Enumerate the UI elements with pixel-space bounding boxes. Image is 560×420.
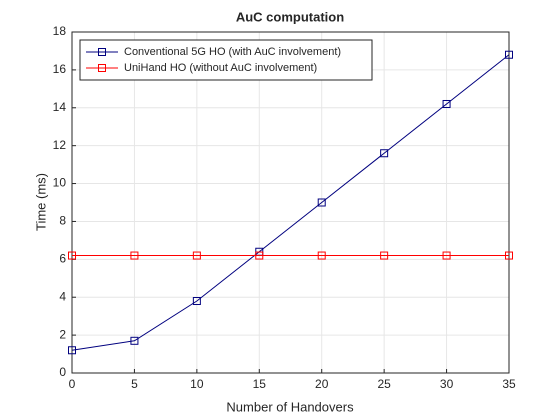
plot-area [72,32,509,373]
marker [380,251,389,260]
y-tick-label: 8 [59,214,66,228]
x-tick-label: 15 [253,377,267,391]
x-tick-label: 0 [69,377,76,391]
x-axis-label: Number of Handovers [226,399,354,414]
y-tick-label: 2 [59,327,66,341]
marker [317,251,326,260]
marker [380,149,389,158]
marker [130,251,139,260]
y-tick-label: 0 [59,365,66,379]
y-tick-label: 4 [59,289,66,303]
marker [442,99,451,108]
legend-marker [98,64,106,72]
marker [130,336,139,345]
marker [505,50,513,59]
x-tick-label: 10 [190,377,204,391]
x-tick-label: 5 [131,377,138,391]
marker [505,251,513,260]
axes-box [71,31,510,374]
legend-box [79,39,373,81]
marker [68,346,76,355]
y-axis-label: Time (ms) [33,173,48,231]
marker [317,198,326,207]
legend-marker [98,48,106,56]
y-tick-label: 18 [53,24,67,38]
legend-label: UniHand HO (without AuC involvement) [124,62,317,74]
marker [255,251,264,260]
series-line [71,54,510,351]
x-tick-label: 35 [502,377,516,391]
x-tick-label: 20 [315,377,329,391]
y-tick-label: 6 [59,252,66,266]
x-tick-label: 25 [377,377,391,391]
marker [68,251,76,260]
legend: Conventional 5G HO (with AuC involvement… [79,39,373,81]
y-tick-label: 14 [53,100,67,114]
marker [192,297,201,306]
y-tick-label: 12 [53,138,67,152]
y-tick-label: 10 [53,176,67,190]
y-tick-label: 16 [53,62,67,76]
legend-label: Conventional 5G HO (with AuC involvement… [124,46,341,58]
marker [192,251,201,260]
chart-title: AuC computation [236,9,344,24]
marker [442,251,451,260]
x-tick-label: 30 [440,377,454,391]
